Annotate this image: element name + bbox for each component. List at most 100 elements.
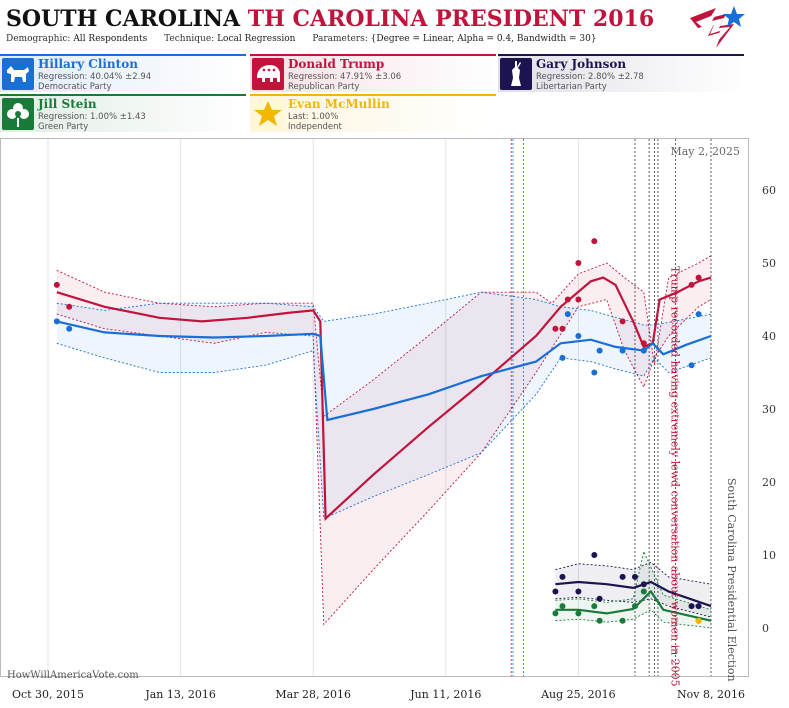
candidate-stat: Regression: 1.00% ±1.43 bbox=[38, 112, 146, 122]
y-tick-label: 40 bbox=[762, 330, 776, 343]
poll-point[interactable] bbox=[552, 610, 559, 617]
candidate-party: Republican Party bbox=[288, 82, 360, 92]
poll-point[interactable] bbox=[591, 238, 598, 245]
green-flower-icon bbox=[2, 98, 34, 130]
star-icon bbox=[252, 98, 284, 130]
candidate-stat: Regression: 2.80% ±2.78 bbox=[536, 72, 644, 82]
upper-bound-line bbox=[56, 255, 712, 418]
candidate-party: Green Party bbox=[38, 122, 89, 132]
chart-date-label: May 2, 2025 bbox=[670, 145, 740, 158]
poll-point[interactable] bbox=[575, 333, 582, 339]
poll-point[interactable] bbox=[619, 617, 626, 624]
x-tick-label: Mar 28, 2016 bbox=[275, 688, 351, 701]
poll-point[interactable] bbox=[596, 595, 603, 602]
x-tick-label: Nov 8, 2016 bbox=[677, 688, 745, 701]
site-logo-icon[interactable] bbox=[686, 4, 746, 52]
poll-point[interactable] bbox=[688, 603, 695, 610]
candidate-card-stein[interactable]: Jill Stein Regression: 1.00% ±1.43 Green P… bbox=[0, 94, 246, 132]
republican-elephant-icon bbox=[252, 58, 284, 90]
poll-point[interactable] bbox=[631, 573, 638, 580]
confidence-band bbox=[555, 562, 711, 618]
title-rest: TH CAROLINA PRESIDENT 2016 bbox=[247, 6, 655, 32]
candidate-stat: Regression: 40.04% ±2.94 bbox=[38, 72, 152, 82]
poll-point[interactable] bbox=[695, 603, 702, 610]
chart-area: 0 10 20 30 40 50 60 Oct 30, 2015 Jan 13, 2016 Mar… bbox=[0, 138, 789, 704]
poll-point[interactable] bbox=[640, 347, 647, 354]
poll-point[interactable] bbox=[66, 325, 73, 332]
candidate-name: Gary Johnson bbox=[536, 57, 627, 71]
y-tick-label: 20 bbox=[762, 476, 776, 489]
candidate-party: Democratic Party bbox=[38, 82, 112, 92]
poll-point[interactable] bbox=[559, 325, 566, 332]
poll-point[interactable] bbox=[596, 617, 603, 624]
poll-point[interactable] bbox=[640, 340, 647, 347]
poll-point[interactable] bbox=[591, 552, 598, 558]
poll-point[interactable] bbox=[53, 281, 60, 288]
candidate-card-clinton[interactable]: Hillary Clinton Regression: 40.04% ±2.94 D… bbox=[0, 54, 246, 92]
candidate-card-mcmullin[interactable]: Evan McMullin Last: 1.00% Independent bbox=[250, 94, 496, 132]
demographic-value[interactable]: All Respondents bbox=[73, 34, 148, 44]
candidate-party: Libertarian Party bbox=[536, 82, 607, 92]
poll-point[interactable] bbox=[619, 318, 626, 325]
parameter-line: Demographic: All Respondents Technique: … bbox=[6, 34, 611, 44]
statue-of-liberty-icon bbox=[500, 58, 532, 90]
lower-bound-line bbox=[56, 342, 712, 520]
candidate-card-johnson[interactable]: Gary Johnson Regression: 2.80% ±2.78 Liber… bbox=[498, 54, 744, 92]
candidate-stat: Regression: 47.91% ±3.06 bbox=[288, 72, 402, 82]
regression-line[interactable] bbox=[555, 589, 712, 622]
event-annotation: Trump recorded having extremely lewd con… bbox=[668, 266, 681, 687]
regression-line[interactable] bbox=[56, 320, 712, 422]
poll-point[interactable] bbox=[695, 274, 702, 281]
page-title: SOUTH CAROLINA TH CAROLINA PRESIDENT 201… bbox=[6, 6, 654, 32]
poll-point[interactable] bbox=[640, 581, 647, 588]
poll-point[interactable] bbox=[591, 603, 598, 610]
y-tick-label: 10 bbox=[762, 549, 776, 562]
candidate-name: Donald Trump bbox=[288, 57, 385, 71]
y-tick-label: 30 bbox=[762, 403, 776, 416]
poll-point[interactable] bbox=[66, 303, 73, 310]
poll-point[interactable] bbox=[552, 325, 559, 332]
parameters-label: Parameters: bbox=[312, 34, 368, 44]
parameters-value[interactable]: {Degree = Linear, Alpha = 0.4, Bandwidth… bbox=[370, 34, 597, 44]
upper-bound-line bbox=[555, 561, 712, 585]
technique-label: Technique: bbox=[164, 34, 215, 44]
poll-point[interactable] bbox=[619, 347, 626, 354]
poll-point[interactable] bbox=[688, 362, 695, 369]
candidate-name: Hillary Clinton bbox=[38, 57, 138, 71]
poll-point[interactable] bbox=[559, 603, 566, 610]
poll-point[interactable] bbox=[552, 588, 559, 595]
poll-point[interactable] bbox=[688, 281, 695, 288]
watermark: HowWillAmericaVote.com bbox=[7, 670, 139, 681]
poll-point[interactable] bbox=[53, 318, 60, 325]
technique-value[interactable]: Local Regression bbox=[217, 34, 296, 44]
candidate-card-trump[interactable]: Donald Trump Regression: 47.91% ±3.06 Repu… bbox=[250, 54, 496, 92]
confidence-band bbox=[56, 255, 712, 625]
poll-point[interactable] bbox=[559, 354, 566, 361]
candidate-name: Jill Stein bbox=[38, 97, 97, 111]
x-tick-label: Aug 25, 2016 bbox=[540, 688, 616, 701]
x-tick-label: Jun 11, 2016 bbox=[409, 688, 481, 701]
poll-point[interactable] bbox=[575, 260, 582, 266]
chart-svg: 0 10 20 30 40 50 60 Oct 30, 2015 Jan 13, 2016 Mar… bbox=[0, 138, 776, 701]
poll-point[interactable] bbox=[564, 296, 571, 303]
poll-point[interactable] bbox=[575, 588, 582, 595]
poll-point[interactable] bbox=[564, 311, 571, 318]
poll-point[interactable] bbox=[596, 347, 603, 354]
poll-point[interactable] bbox=[575, 296, 582, 303]
poll-point[interactable] bbox=[695, 617, 702, 624]
poll-point[interactable] bbox=[619, 573, 626, 580]
candidate-name: Evan McMullin bbox=[288, 97, 390, 111]
candidate-stat: Last: 1.00% bbox=[288, 112, 339, 122]
upper-bound-line bbox=[56, 291, 712, 326]
x-tick-label: Jan 13, 2016 bbox=[144, 688, 216, 701]
poll-point[interactable] bbox=[631, 603, 638, 610]
candidate-party: Independent bbox=[288, 122, 342, 132]
poll-point[interactable] bbox=[640, 588, 647, 595]
poll-point[interactable] bbox=[695, 311, 702, 318]
democrat-donkey-icon bbox=[2, 58, 34, 90]
regression-line[interactable] bbox=[555, 580, 712, 608]
x-tick-label: Oct 30, 2015 bbox=[12, 688, 84, 701]
poll-point[interactable] bbox=[575, 610, 582, 617]
poll-point[interactable] bbox=[559, 573, 566, 580]
poll-point[interactable] bbox=[591, 369, 598, 376]
